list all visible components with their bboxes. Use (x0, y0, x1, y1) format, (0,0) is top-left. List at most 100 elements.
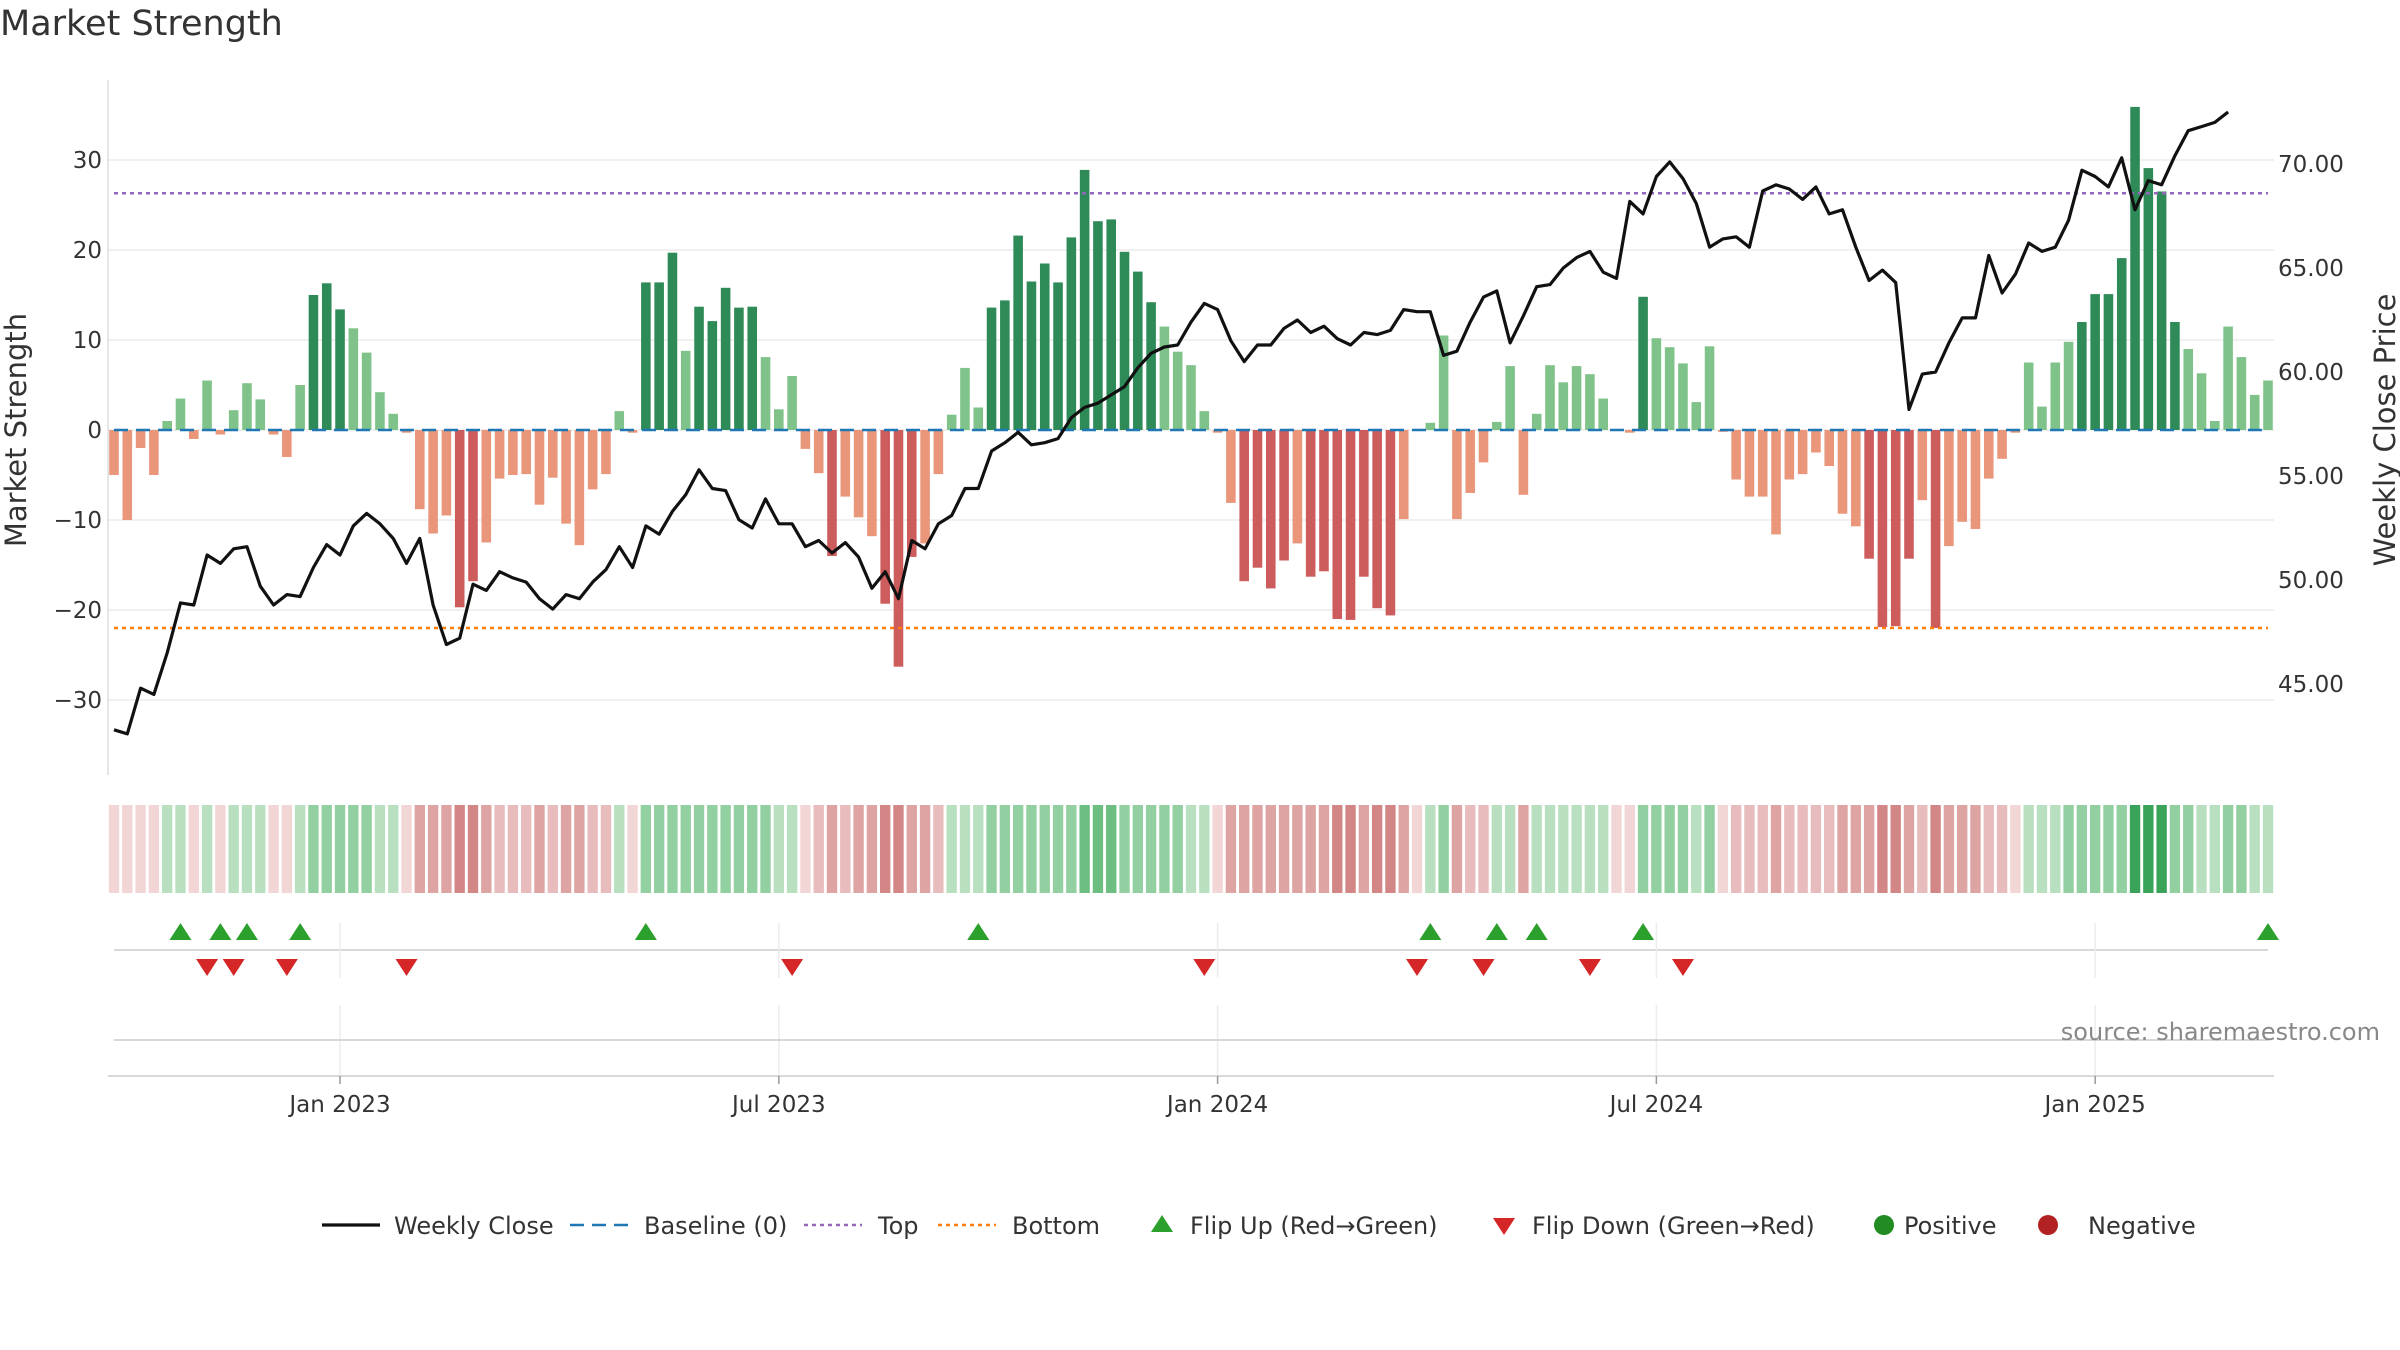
strength-bar (1172, 351, 1183, 430)
strength-bar (2170, 322, 2180, 430)
axes: 30 20 10 0 −10 −20 −30 70.00 65.00 60.00 55.00 50.0… (0, 80, 2400, 775)
strength-bar (1624, 430, 1635, 433)
flip-markers (114, 923, 2279, 976)
strength-bar (680, 350, 691, 430)
heatmap-cell (161, 805, 173, 893)
legend-label: Top (877, 1212, 919, 1240)
heatmap-cell (1451, 805, 1463, 893)
legend-label: Weekly Close (394, 1212, 554, 1240)
strength-bar (893, 430, 904, 667)
heatmap-cell (813, 805, 824, 893)
strength-bar (1837, 430, 1848, 514)
strength-bar (2210, 421, 2220, 430)
heatmap-cell (1810, 805, 1822, 893)
heatmap-cell (1877, 805, 1888, 893)
heatmap-cell (840, 805, 851, 893)
heatmap-cell (1584, 805, 1596, 893)
heatmap-cell (2089, 805, 2101, 893)
flip-down-marker (1406, 959, 1429, 976)
heatmap-cell (2143, 805, 2154, 893)
heatmap-cell (175, 805, 186, 893)
heatmap-cell (1717, 805, 1729, 893)
heatmap-cell (2129, 805, 2141, 893)
strength-bar (986, 307, 997, 430)
heatmap-cell (893, 805, 904, 893)
heatmap-cell (255, 805, 266, 893)
heatmap-cell (999, 805, 1011, 893)
heatmap-cell (241, 805, 253, 893)
strength-bar (1877, 430, 1888, 628)
strength-bar (1664, 347, 1675, 430)
strength-bar (1239, 430, 1249, 582)
strength-bar (1279, 430, 1289, 561)
heatmap-cell (1292, 805, 1303, 893)
strength-bar (627, 430, 638, 433)
heatmap-cell (1996, 805, 2008, 893)
heatmap-cell (215, 805, 226, 893)
date-tick-label: Jul 2024 (1608, 1092, 1704, 1118)
heatmap-cell (1358, 805, 1370, 893)
strength-bar (601, 430, 611, 475)
heatmap-cell (1185, 805, 1197, 893)
strength-bar (574, 430, 585, 546)
strength-bar (1691, 402, 1702, 430)
heatmap-cell (1052, 805, 1064, 893)
heatmap-cell (2076, 805, 2088, 893)
heatmap-cell (1544, 805, 1556, 893)
heatmap-cell (1784, 805, 1795, 893)
flip-up-marker (169, 923, 192, 940)
heatmap-cell (1691, 805, 1702, 893)
flip-up-marker (209, 923, 232, 940)
strength-bar (827, 430, 837, 556)
strength-bar (1385, 430, 1396, 616)
heatmap-cell (959, 805, 971, 893)
strength-bar (335, 309, 345, 430)
heatmap-cell (1664, 805, 1675, 893)
heatmap-cell (2196, 805, 2207, 893)
strength-bar (481, 430, 492, 543)
heatmap-cell (1504, 805, 1516, 893)
heatmap-cell (1079, 805, 1090, 893)
heatmap-cell (906, 805, 917, 893)
strength-bar (1558, 382, 1569, 430)
heatmap-cell (201, 805, 213, 893)
strength-bar (2156, 191, 2167, 430)
strength-bar (135, 430, 146, 448)
heatmap-cell (707, 805, 718, 893)
strength-bar (1505, 366, 1515, 430)
strength-bar (973, 407, 984, 430)
heatmap-cell (733, 805, 745, 893)
heatmap-cell (1092, 805, 1104, 893)
right-tick-label: 50.00 (2278, 568, 2344, 594)
left-tick-label: 10 (73, 328, 102, 354)
heatmap-cell (1757, 805, 1768, 893)
strength-bar (109, 430, 119, 475)
strength-bar (1890, 430, 1901, 627)
date-tick-label: Jan 2024 (1165, 1092, 1268, 1118)
heatmap-cell (2036, 805, 2048, 893)
strength-bar (2143, 168, 2154, 430)
strength-bar (1305, 430, 1316, 577)
strength-bar (1319, 430, 1329, 572)
strength-bar (2116, 258, 2127, 430)
strength-bar (1824, 430, 1835, 466)
heatmap-cell (933, 805, 944, 893)
heatmap-cell (188, 805, 199, 893)
heatmap-cell (560, 805, 572, 893)
strength-bar (162, 421, 172, 430)
strength-bar (175, 398, 186, 430)
strength-bar (800, 430, 811, 449)
heatmap-cell (747, 805, 758, 893)
heatmap-cell (1518, 805, 1529, 893)
strength-bar (1651, 338, 1662, 430)
strength-bar (215, 430, 226, 435)
heatmap-cell (2236, 805, 2247, 893)
legend-item: Top (804, 1212, 919, 1240)
heatmap-cell (653, 805, 665, 893)
legend-label: Flip Up (Red→Green) (1190, 1212, 1438, 1240)
right-tick-label: 60.00 (2278, 360, 2344, 386)
legend-swatch (1151, 1215, 1173, 1232)
legend-label: Bottom (1012, 1212, 1100, 1240)
heatmap-cell (680, 805, 691, 893)
flip-up-marker (1632, 923, 1655, 940)
